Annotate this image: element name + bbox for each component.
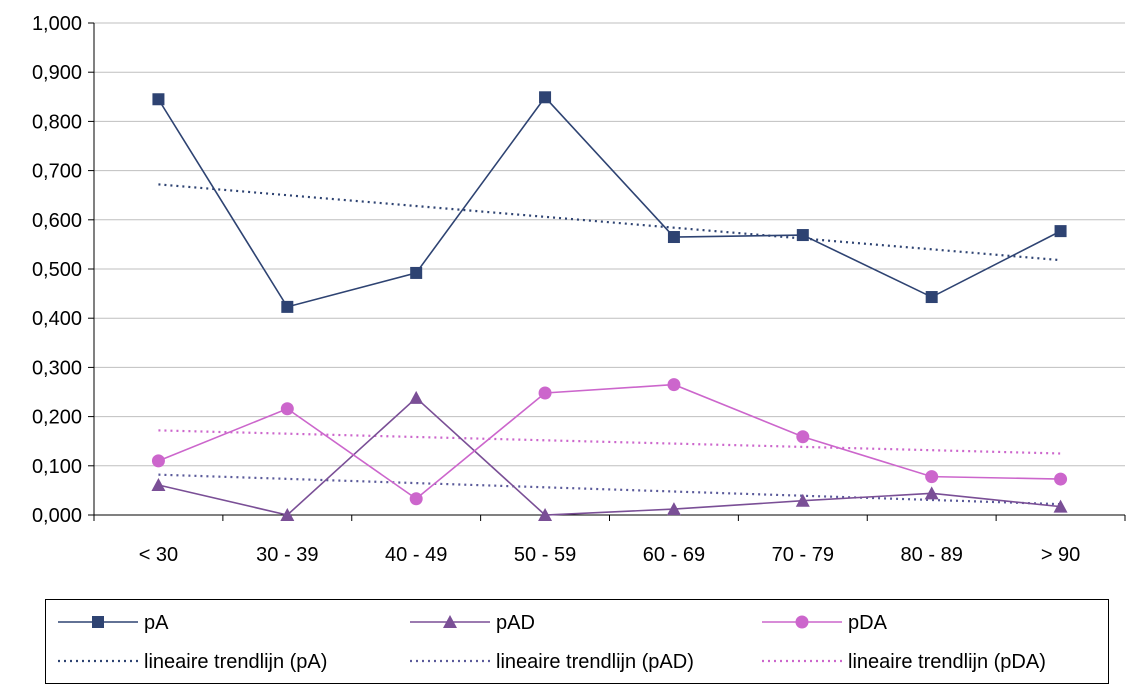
x-tick-label: 40 - 49 bbox=[385, 544, 447, 566]
x-tick-label: 70 - 79 bbox=[772, 544, 834, 566]
legend-marker bbox=[795, 615, 809, 629]
axes bbox=[88, 22, 1126, 521]
y-tick-label: 0,300 bbox=[32, 357, 82, 379]
data-point-pDA bbox=[667, 378, 681, 392]
data-point-pAD bbox=[666, 502, 681, 516]
trendlines bbox=[158, 183, 1061, 506]
data-point-pA bbox=[1054, 225, 1067, 238]
x-tick-label: 80 - 89 bbox=[901, 544, 963, 566]
y-tick-label: 0,500 bbox=[32, 259, 82, 281]
trendline bbox=[158, 473, 1061, 506]
legend-marker bbox=[443, 615, 457, 628]
data-point-pDA bbox=[151, 454, 165, 468]
data-point-pAD bbox=[1053, 499, 1068, 513]
data-point-pA bbox=[925, 291, 938, 304]
y-tick-label: 0,700 bbox=[32, 161, 82, 183]
data-point-pDA bbox=[280, 402, 294, 416]
data-point-pAD bbox=[280, 508, 295, 521]
x-tick-label: 60 - 69 bbox=[643, 544, 705, 566]
trendline bbox=[158, 429, 1061, 455]
data-point-pAD bbox=[538, 508, 553, 521]
legend-label: lineaire trendlijn (pDA) bbox=[848, 651, 1046, 673]
legend-label: pDA bbox=[848, 612, 888, 634]
data-point-pA bbox=[281, 300, 294, 313]
x-tick-label: 50 - 59 bbox=[514, 544, 576, 566]
legend-label: lineaire trendlijn (pA) bbox=[144, 651, 327, 673]
legend-marker bbox=[92, 616, 104, 628]
x-tick-label: < 30 bbox=[139, 544, 178, 566]
data-point-pDA bbox=[538, 386, 552, 400]
y-tick-label: 0,200 bbox=[32, 407, 82, 429]
data-point-pDA bbox=[925, 470, 939, 484]
data-point-pDA bbox=[409, 492, 423, 506]
data-point-pDA bbox=[796, 430, 810, 444]
series-markers bbox=[151, 91, 1068, 521]
x-tick-label: 30 - 39 bbox=[256, 544, 318, 566]
series-line-pAD bbox=[158, 396, 1061, 516]
y-tick-label: 0,600 bbox=[32, 210, 82, 232]
data-point-pA bbox=[152, 93, 165, 106]
data-point-pA bbox=[410, 266, 423, 279]
data-point-pAD bbox=[151, 477, 166, 491]
y-tick-label: 0,900 bbox=[32, 62, 82, 84]
data-point-pAD bbox=[409, 390, 424, 404]
series-lines bbox=[157, 96, 1061, 516]
y-tick-label: 0,000 bbox=[32, 505, 82, 527]
data-point-pA bbox=[796, 229, 809, 242]
legend-label: pA bbox=[144, 612, 169, 634]
legend-label: pAD bbox=[496, 612, 535, 634]
legend: pA pAD pDA lineaire trendlijn (pA) lineaire … bbox=[45, 599, 1109, 684]
tick-labels: 0,000 0,100 0,200 0,300 0,400 0,500 0,600 0,700… bbox=[32, 13, 1080, 566]
y-tick-label: 1,000 bbox=[32, 13, 82, 35]
trendline bbox=[158, 183, 1061, 262]
data-point-pA bbox=[667, 231, 680, 244]
data-point-pA bbox=[539, 91, 552, 104]
x-tick-label: > 90 bbox=[1041, 544, 1080, 566]
legend-box bbox=[45, 599, 1109, 684]
data-point-pDA bbox=[1054, 472, 1068, 486]
data-point-pAD bbox=[795, 493, 810, 507]
legend-label: lineaire trendlijn (pAD) bbox=[496, 651, 694, 673]
y-tick-label: 0,100 bbox=[32, 456, 82, 478]
series-line-pA bbox=[157, 96, 1061, 308]
y-tick-label: 0,800 bbox=[32, 111, 82, 133]
y-tick-label: 0,400 bbox=[32, 308, 82, 330]
data-point-pAD bbox=[924, 486, 939, 500]
series-line-pDA bbox=[158, 383, 1061, 500]
